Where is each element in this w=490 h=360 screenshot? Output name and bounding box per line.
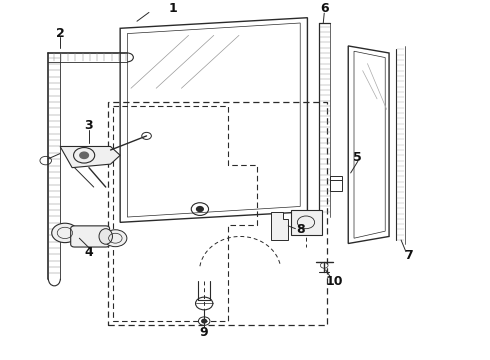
Ellipse shape: [99, 229, 113, 244]
Text: 2: 2: [56, 27, 65, 40]
Text: 5: 5: [353, 150, 362, 163]
Text: 9: 9: [200, 326, 209, 339]
Text: 7: 7: [404, 249, 413, 262]
Text: 1: 1: [169, 3, 177, 15]
Ellipse shape: [52, 223, 78, 243]
Bar: [108, 102, 327, 325]
Polygon shape: [271, 212, 288, 240]
Text: 8: 8: [296, 223, 305, 236]
Text: 4: 4: [85, 246, 93, 259]
Text: 3: 3: [85, 119, 93, 132]
Polygon shape: [291, 210, 322, 235]
Circle shape: [196, 207, 203, 212]
Polygon shape: [60, 147, 120, 168]
Text: 6: 6: [320, 3, 329, 15]
Circle shape: [80, 152, 89, 158]
Bar: [330, 176, 342, 190]
FancyBboxPatch shape: [71, 226, 110, 247]
Text: 10: 10: [325, 275, 343, 288]
Circle shape: [202, 319, 207, 323]
Ellipse shape: [104, 230, 127, 247]
